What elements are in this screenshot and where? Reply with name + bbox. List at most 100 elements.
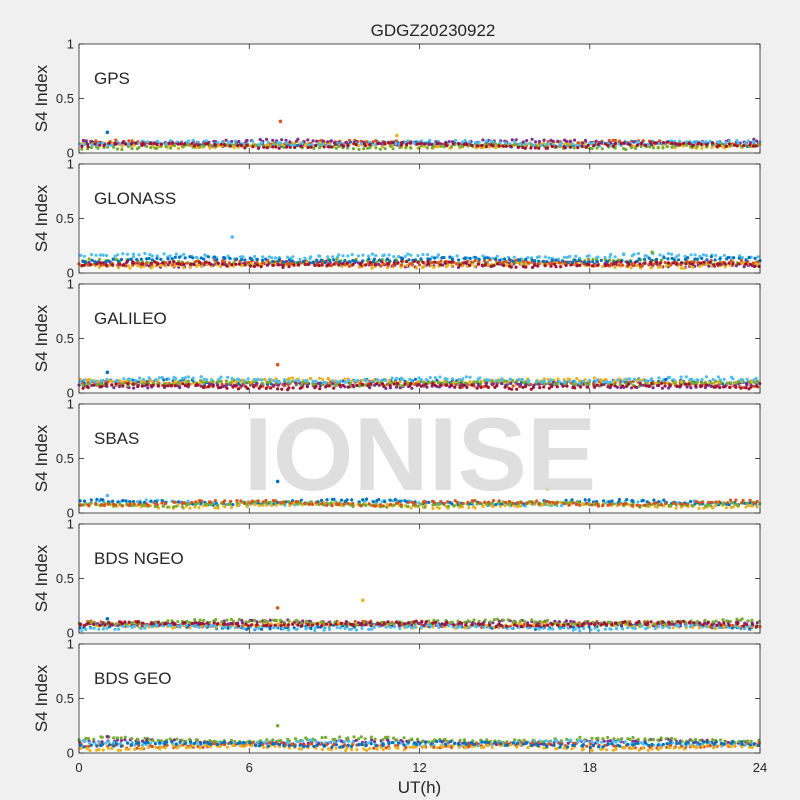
panel-label: GALILEO <box>94 309 167 328</box>
data-point <box>382 253 386 257</box>
data-point <box>377 141 381 145</box>
data-point <box>600 383 604 387</box>
data-point <box>195 256 199 260</box>
data-point <box>704 625 709 629</box>
data-point <box>720 144 724 148</box>
data-point <box>649 262 653 266</box>
data-point <box>236 387 240 391</box>
data-point <box>414 619 418 623</box>
data-point <box>457 377 461 381</box>
data-point <box>154 146 158 151</box>
data-point <box>421 252 425 257</box>
data-point <box>374 139 378 143</box>
data-point <box>230 622 234 626</box>
data-point <box>241 255 245 259</box>
data-point <box>640 624 644 628</box>
data-point <box>326 255 330 259</box>
data-point <box>523 384 528 389</box>
data-point <box>146 503 150 507</box>
data-point <box>132 624 136 629</box>
data-point <box>347 378 351 382</box>
data-point <box>752 137 756 141</box>
data-point <box>465 385 469 389</box>
data-point <box>455 262 459 266</box>
data-point <box>129 378 133 382</box>
data-point <box>746 139 750 143</box>
data-point <box>318 254 322 258</box>
data-point <box>327 145 331 149</box>
data-point <box>633 626 637 631</box>
data-point <box>423 142 427 146</box>
data-point <box>667 626 672 630</box>
data-point <box>584 381 588 386</box>
data-point <box>268 627 272 631</box>
data-point <box>638 382 642 386</box>
data-point <box>131 252 135 256</box>
data-point <box>216 261 220 265</box>
data-point <box>249 623 254 627</box>
data-point <box>277 146 281 150</box>
data-point <box>234 262 238 266</box>
data-point <box>558 261 562 265</box>
data-point <box>310 623 314 627</box>
data-point <box>439 263 443 267</box>
data-point <box>120 144 124 148</box>
data-point <box>202 257 206 261</box>
data-point <box>755 379 760 383</box>
data-point <box>320 624 324 628</box>
data-point <box>311 260 315 265</box>
data-point <box>691 265 695 269</box>
data-point <box>563 380 567 384</box>
data-point <box>611 144 616 148</box>
data-point <box>388 259 392 263</box>
data-point <box>329 623 333 627</box>
data-point <box>495 145 499 149</box>
data-point <box>149 146 153 150</box>
data-point <box>347 138 351 142</box>
data-point <box>394 376 398 381</box>
data-point <box>250 257 254 262</box>
data-point <box>503 257 507 261</box>
data-point <box>392 255 396 259</box>
data-point <box>644 379 648 383</box>
data-point <box>329 139 333 143</box>
data-point <box>538 619 542 624</box>
data-point <box>708 139 712 143</box>
data-point <box>149 142 153 146</box>
data-point <box>647 384 651 388</box>
data-point <box>636 140 640 144</box>
data-point <box>135 258 139 262</box>
data-point <box>82 254 86 258</box>
data-point <box>555 382 559 386</box>
data-point <box>519 262 523 266</box>
data-point <box>89 145 93 150</box>
data-point <box>86 621 90 625</box>
data-point <box>467 626 471 630</box>
data-point <box>205 142 209 146</box>
data-point <box>230 139 234 144</box>
data-point <box>716 375 721 379</box>
data-point <box>317 376 322 380</box>
data-point <box>538 386 542 390</box>
data-point <box>700 381 704 385</box>
data-point <box>354 259 358 263</box>
data-point <box>327 384 331 388</box>
y-tick-label: 1 <box>67 157 74 172</box>
data-point <box>746 619 750 623</box>
data-point <box>713 253 718 258</box>
data-point <box>94 139 98 143</box>
data-point <box>613 138 618 143</box>
data-point <box>129 142 133 146</box>
data-point <box>561 384 565 388</box>
data-point <box>306 138 310 142</box>
data-point <box>360 382 364 386</box>
data-point <box>476 262 481 266</box>
data-point <box>351 147 355 151</box>
data-point <box>705 143 709 147</box>
data-point <box>694 384 698 388</box>
data-point <box>713 258 717 262</box>
data-point <box>487 378 491 382</box>
data-point <box>633 260 637 264</box>
data-point <box>750 504 754 508</box>
data-point <box>256 263 260 267</box>
